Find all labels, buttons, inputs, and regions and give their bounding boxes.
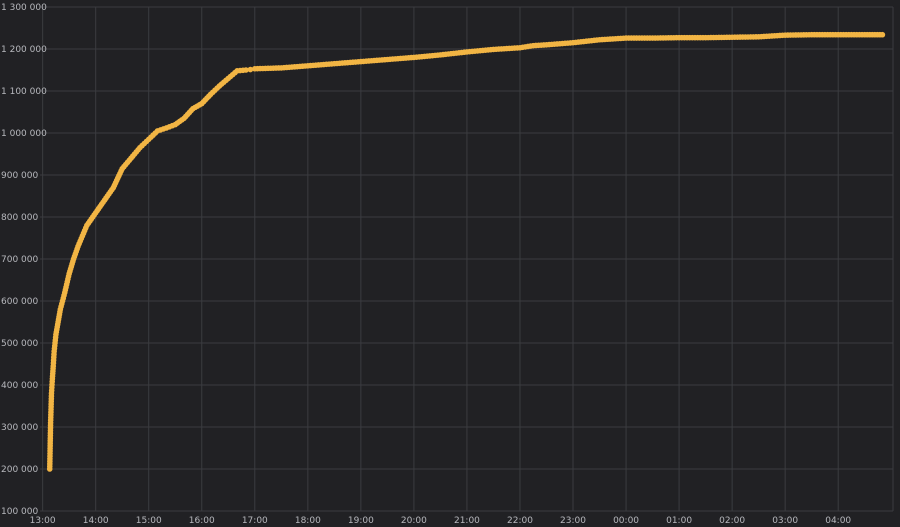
- data-point: [91, 212, 98, 218]
- data-point: [223, 77, 229, 84]
- data-point: [567, 40, 574, 46]
- series-line: [48, 33, 883, 470]
- x-axis-labels: 13:00 14:00 15:00 16:00 17:00 18:00 19:00 20:00…: [30, 516, 852, 526]
- data-point: [355, 59, 362, 65]
- data-point: [527, 43, 534, 49]
- y-tick-label: 900 000: [1, 171, 38, 181]
- data-point: [726, 34, 733, 41]
- x-tick-label: 03:00: [772, 516, 798, 526]
- data-point: [78, 235, 85, 242]
- data-point: [47, 422, 54, 429]
- data-point: [232, 69, 238, 76]
- data-point: [152, 130, 159, 136]
- x-tick-label: 23:00: [560, 516, 586, 526]
- data-point: [832, 31, 839, 38]
- data-point: [488, 46, 494, 53]
- x-tick-label: 22:00: [507, 516, 533, 526]
- data-point: [49, 378, 55, 385]
- data-point: [206, 93, 212, 100]
- y-tick-label: 800 000: [1, 213, 38, 223]
- data-point: [51, 351, 57, 358]
- data-point: [620, 35, 627, 42]
- x-tick-label: 13:00: [30, 516, 56, 526]
- x-tick-label: 18:00: [295, 516, 321, 526]
- data-point: [275, 65, 282, 71]
- data-point: [82, 225, 89, 231]
- data-point: [135, 147, 141, 153]
- data-point: [65, 273, 72, 280]
- y-tick-label: 100 000: [1, 507, 38, 517]
- data-point: [179, 117, 185, 123]
- data-point: [52, 334, 59, 341]
- data-point: [214, 85, 221, 91]
- data-point: [541, 42, 547, 48]
- data-point: [806, 31, 812, 38]
- data-point: [169, 122, 176, 129]
- y-tick-label: 200 000: [1, 465, 38, 475]
- data-point: [126, 157, 133, 164]
- x-tick-label: 15:00: [136, 516, 162, 526]
- data-point: [877, 31, 883, 38]
- y-tick-label: 1 000 000: [1, 129, 47, 139]
- data-point: [160, 126, 167, 132]
- data-point: [779, 32, 786, 39]
- data-point: [859, 31, 865, 38]
- x-tick-label: 00:00: [613, 516, 639, 526]
- data-point: [434, 52, 441, 58]
- y-tick-label: 700 000: [1, 255, 38, 265]
- data-point: [247, 66, 254, 73]
- data-point: [143, 138, 150, 145]
- y-axis-labels: 100 000 200 000 300 000 400 000 500 000 600 0…: [1, 3, 47, 517]
- data-point: [700, 34, 706, 41]
- y-tick-label: 400 000: [1, 381, 38, 391]
- data-point: [753, 34, 759, 40]
- data-point: [61, 292, 67, 299]
- data-point: [673, 34, 680, 41]
- y-tick-label: 1 100 000: [1, 87, 47, 97]
- data-point: [74, 246, 80, 252]
- y-tick-label: 500 000: [1, 339, 38, 349]
- x-tick-label: 14:00: [83, 516, 109, 526]
- x-tick-label: 21:00: [454, 516, 480, 526]
- grid-lines: [40, 6, 894, 512]
- x-tick-label: 01:00: [666, 516, 692, 526]
- y-tick-label: 1 200 000: [1, 45, 47, 55]
- x-tick-label: 19:00: [348, 516, 374, 526]
- data-point: [328, 61, 335, 67]
- data-point: [57, 309, 63, 315]
- x-tick-label: 02:00: [719, 516, 745, 526]
- data-point: [87, 218, 93, 224]
- x-tick-label: 04:00: [825, 516, 851, 526]
- data-point: [50, 365, 56, 372]
- x-tick-label: 16:00: [189, 516, 215, 526]
- y-tick-label: 600 000: [1, 297, 38, 307]
- data-point: [381, 56, 388, 63]
- data-point: [461, 49, 468, 56]
- data-point: [100, 199, 106, 206]
- data-point: [302, 63, 308, 69]
- data-point: [594, 37, 600, 43]
- data-point: [514, 45, 521, 51]
- data-point: [647, 35, 653, 41]
- data-point: [196, 102, 203, 108]
- data-point: [118, 168, 124, 174]
- series: [46, 31, 886, 472]
- x-tick-label: 20:00: [401, 516, 427, 526]
- y-tick-label: 1 300 000: [1, 3, 47, 13]
- y-tick-label: 300 000: [1, 423, 38, 433]
- x-tick-label: 17:00: [242, 516, 268, 526]
- data-point: [70, 258, 76, 265]
- data-point: [188, 107, 194, 114]
- data-point: [408, 54, 415, 61]
- data-point: [240, 67, 246, 74]
- data-point: [48, 393, 55, 399]
- data-point: [109, 186, 115, 193]
